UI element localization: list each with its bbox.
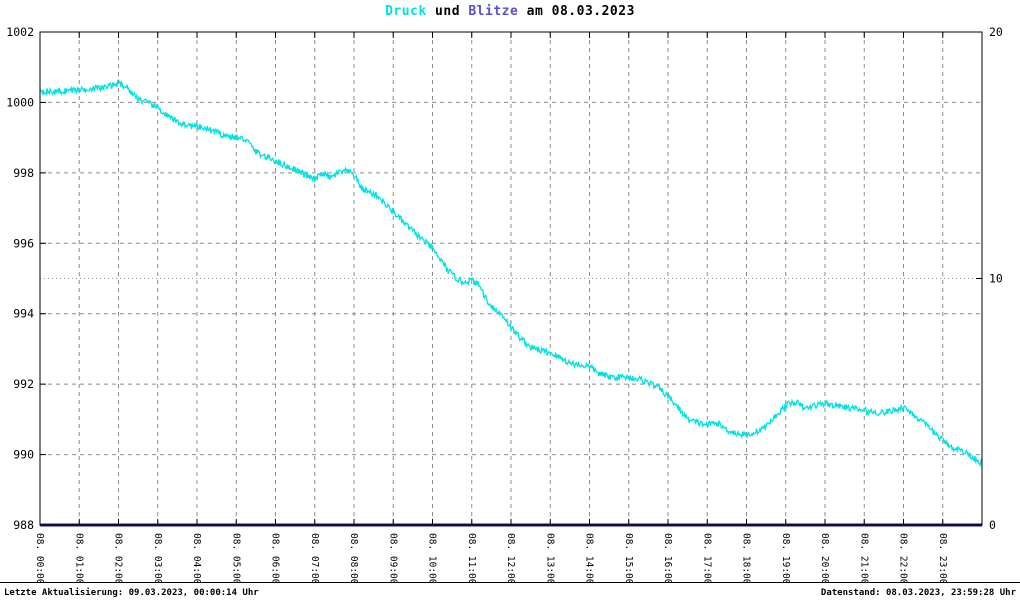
pressure-lightning-chart: 988 990 992 994 996 998 1000 1002 0 10 20 08. 00:00… [6, 25, 1003, 582]
right-axis-tick-label: 10 [989, 272, 1003, 286]
x-axis-tick-label: 08. 14:00 [584, 533, 595, 582]
left-axis-tick-label: 992 [13, 377, 34, 391]
chart-title-blitze-label: Blitze [468, 4, 519, 19]
chart-title-und-label: und [435, 4, 461, 19]
x-axis-tick-label: 08. 23:00 [937, 533, 948, 582]
x-axis-tick-label: 08. 00:00 [34, 533, 45, 582]
series-line-druck [39, 79, 983, 468]
x-axis-tick-label: 08. 03:00 [152, 533, 163, 582]
x-axis-tick-label: 08. 12:00 [505, 533, 516, 582]
x-axis-tick-label: 08. 15:00 [623, 533, 634, 582]
left-axis-tick-label: 998 [13, 166, 34, 180]
x-axis-tick-label: 08. 17:00 [701, 533, 712, 582]
right-axis-tick-label: 20 [989, 25, 1003, 39]
x-axis-tick-label: 08. 07:00 [309, 533, 320, 582]
x-axis-tick-label: 08. 19:00 [780, 533, 791, 582]
x-axis-tick-label: 08. 11:00 [466, 533, 477, 582]
x-axis-tick-label: 08. 13:00 [544, 533, 555, 582]
x-axis-tick-label: 08. 08:00 [348, 533, 359, 582]
left-axis-tick-label: 994 [13, 307, 34, 321]
x-axis-tick-label: 08. 01:00 [73, 533, 84, 582]
last-update-text: Letzte Aktualisierung: 09.03.2023, 00:00… [4, 588, 259, 598]
left-axis-tick-label: 990 [13, 448, 34, 462]
x-axis-tick-label: 08. 05:00 [230, 533, 241, 582]
chart-title-druck-label: Druck [385, 4, 427, 19]
right-axis-tick-label: 0 [989, 518, 996, 532]
x-axis-tick-label: 08. 04:00 [191, 533, 202, 582]
x-axis-tick-label: 08. 21:00 [858, 533, 869, 582]
left-axis-tick-label: 988 [13, 518, 34, 532]
chart-title-date-label: am 08.03.2023 [526, 4, 635, 19]
x-axis-tick-label: 08. 09:00 [387, 533, 398, 582]
x-axis-tick-label: 08. 20:00 [819, 533, 830, 582]
x-axis-tick-label: 08. 10:00 [427, 533, 438, 582]
x-axis-tick-label: 08. 18:00 [741, 533, 752, 582]
x-axis-tick-label: 08. 02:00 [113, 533, 124, 582]
chart-title: Druck und Blitze am 08.03.2023 [0, 4, 1020, 19]
x-axis-tick-label: 08. 16:00 [662, 533, 673, 582]
x-axis-tick-label: 08. 06:00 [270, 533, 281, 582]
left-axis-tick-label: 1002 [6, 25, 34, 39]
x-axis-tick-label: 08. 22:00 [898, 533, 909, 582]
left-axis-tick-label: 1000 [6, 95, 34, 109]
data-status-text: Datenstand: 08.03.2023, 23:59:28 Uhr [820, 588, 1016, 598]
footer-divider [0, 582, 1020, 583]
left-axis-tick-label: 996 [13, 236, 34, 250]
